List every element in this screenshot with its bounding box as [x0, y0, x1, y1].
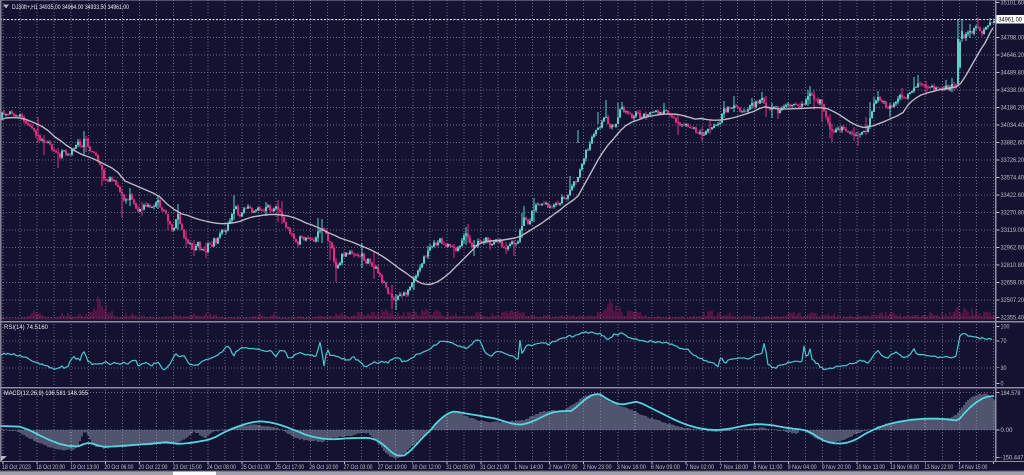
svg-text:2 Nov 07:00: 2 Nov 07:00 — [549, 464, 578, 471]
svg-text:19 Oct 13:00: 19 Oct 13:00 — [70, 464, 99, 471]
svg-text:25 Oct 01:00: 25 Oct 01:00 — [241, 464, 270, 471]
svg-text:32810.80: 32810.80 — [1001, 262, 1024, 269]
svg-text:1 Nov 14:00: 1 Nov 14:00 — [514, 464, 543, 471]
svg-text:10 Nov 13:00: 10 Nov 13:00 — [856, 464, 885, 471]
svg-text:32659.00: 32659.00 — [1001, 280, 1024, 287]
svg-text:3 Nov 16:00: 3 Nov 16:00 — [617, 464, 646, 471]
svg-text:34961.00: 34961.00 — [998, 17, 1022, 24]
svg-text:34186.20: 34186.20 — [1001, 105, 1024, 112]
svg-text:RSI(14) 74.5160: RSI(14) 74.5160 — [4, 324, 48, 331]
svg-text:33422.60: 33422.60 — [1001, 192, 1024, 199]
svg-text:8 Nov 11:00: 8 Nov 11:00 — [753, 464, 782, 471]
svg-text:34646.20: 34646.20 — [1001, 52, 1024, 59]
svg-text:20 Oct 06:00: 20 Oct 06:00 — [104, 464, 133, 471]
svg-text:24 Oct 08:00: 24 Oct 08:00 — [207, 464, 236, 471]
svg-text:9 Nov 04:00: 9 Nov 04:00 — [788, 464, 817, 471]
svg-text:30 Oct 12:00: 30 Oct 12:00 — [412, 464, 441, 471]
svg-text:20 Oct 22:00: 20 Oct 22:00 — [139, 464, 168, 471]
svg-text:13 Nov 22:00: 13 Nov 22:00 — [924, 464, 953, 471]
svg-text:-150.447: -150.447 — [1001, 455, 1024, 462]
svg-text:6 Nov 09:00: 6 Nov 09:00 — [651, 464, 680, 471]
svg-text:13 Nov 06:00: 13 Nov 06:00 — [890, 464, 919, 471]
svg-text:100: 100 — [1001, 324, 1010, 331]
svg-text:33882.60: 33882.60 — [1001, 140, 1024, 147]
svg-text:26 Oct 10:00: 26 Oct 10:00 — [309, 464, 338, 471]
svg-text:34338.00: 34338.00 — [1001, 87, 1024, 94]
svg-text:2 Nov 23:00: 2 Nov 23:00 — [583, 464, 612, 471]
svg-text:34798.00: 34798.00 — [1001, 35, 1024, 42]
svg-text:30: 30 — [1001, 365, 1007, 372]
svg-text:7 Nov 02:00: 7 Nov 02:00 — [685, 464, 714, 471]
svg-text:31 Oct 21:00: 31 Oct 21:00 — [480, 464, 509, 471]
svg-text:33574.40: 33574.40 — [1001, 175, 1024, 182]
svg-text:35101.60: 35101.60 — [1001, 0, 1024, 7]
svg-text:23 Oct 15:00: 23 Oct 15:00 — [173, 464, 202, 471]
svg-text:18 Oct 2023: 18 Oct 2023 — [2, 464, 31, 471]
svg-text:DJ30ft+,H1 34935.00 34964.00 3: DJ30ft+,H1 34935.00 34964.00 34933.50 34… — [12, 4, 129, 11]
svg-text:32962.60: 32962.60 — [1001, 245, 1024, 252]
svg-text:7 Nov 18:00: 7 Nov 18:00 — [719, 464, 748, 471]
svg-text:14 Nov 15:00: 14 Nov 15:00 — [958, 464, 987, 471]
svg-text:70: 70 — [1001, 338, 1007, 345]
svg-text:33119.00: 33119.00 — [1001, 227, 1024, 234]
svg-text:33726.20: 33726.20 — [1001, 157, 1024, 164]
svg-text:34489.80: 34489.80 — [1001, 70, 1024, 77]
svg-text:32507.20: 32507.20 — [1001, 297, 1024, 304]
svg-text:9 Nov 20:00: 9 Nov 20:00 — [822, 464, 851, 471]
svg-text:18 Oct 20:00: 18 Oct 20:00 — [36, 464, 65, 471]
svg-text:27 Oct 19:00: 27 Oct 19:00 — [378, 464, 407, 471]
svg-text:25 Oct 17:00: 25 Oct 17:00 — [275, 464, 304, 471]
svg-text:27 Oct 03:00: 27 Oct 03:00 — [344, 464, 373, 471]
svg-text:32355.40: 32355.40 — [1001, 315, 1024, 322]
svg-text:31 Oct 05:00: 31 Oct 05:00 — [446, 464, 475, 471]
svg-text:33270.80: 33270.80 — [1001, 210, 1024, 217]
svg-text:0: 0 — [1001, 381, 1004, 388]
svg-text:34034.40: 34034.40 — [1001, 122, 1024, 129]
svg-text:MACD(12,26,9) 136.581 148.355: MACD(12,26,9) 136.581 148.355 — [4, 390, 88, 397]
svg-text:184.578: 184.578 — [1001, 390, 1021, 397]
svg-text:0.00: 0.00 — [1001, 427, 1013, 434]
